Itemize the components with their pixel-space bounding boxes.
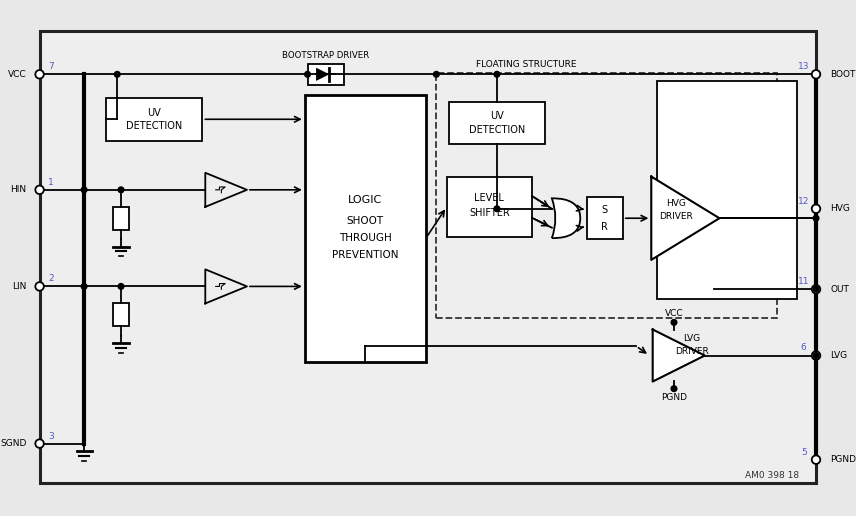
- Text: HIN: HIN: [10, 185, 27, 195]
- Text: LVG: LVG: [683, 334, 700, 343]
- Text: 12: 12: [798, 197, 810, 206]
- Bar: [106, 98, 203, 140]
- Circle shape: [433, 72, 439, 77]
- Circle shape: [811, 351, 820, 360]
- Circle shape: [118, 284, 124, 289]
- Text: 5: 5: [801, 447, 806, 457]
- Circle shape: [305, 72, 311, 77]
- Bar: [437, 73, 777, 318]
- Bar: [114, 207, 128, 230]
- Text: HVG: HVG: [666, 199, 686, 207]
- Text: PGND: PGND: [661, 393, 687, 401]
- Text: LOGIC: LOGIC: [348, 195, 383, 205]
- Bar: [305, 95, 426, 362]
- Text: VCC: VCC: [8, 70, 27, 79]
- Text: LIN: LIN: [12, 282, 27, 291]
- Text: PGND: PGND: [830, 455, 856, 464]
- Circle shape: [494, 206, 500, 212]
- Circle shape: [35, 186, 44, 194]
- Text: 1: 1: [48, 178, 54, 187]
- Circle shape: [811, 285, 820, 294]
- Text: LEVEL: LEVEL: [474, 194, 504, 203]
- Text: 3: 3: [48, 431, 54, 441]
- Text: THROUGH: THROUGH: [339, 233, 392, 243]
- Circle shape: [671, 319, 677, 325]
- Text: 7: 7: [48, 62, 54, 71]
- Circle shape: [118, 187, 124, 192]
- Bar: [447, 176, 532, 237]
- Text: S: S: [602, 205, 608, 215]
- Text: 13: 13: [798, 62, 810, 71]
- Polygon shape: [652, 330, 704, 381]
- Text: VCC: VCC: [664, 310, 683, 318]
- Circle shape: [811, 70, 820, 78]
- Text: HVG: HVG: [830, 204, 850, 213]
- Text: LVG: LVG: [830, 351, 847, 360]
- Circle shape: [813, 286, 819, 292]
- Text: FLOATING STRUCTURE: FLOATING STRUCTURE: [476, 60, 577, 69]
- Circle shape: [81, 284, 87, 289]
- Circle shape: [671, 386, 677, 392]
- Circle shape: [35, 439, 44, 448]
- Text: BOOT: BOOT: [830, 70, 856, 79]
- Text: UV: UV: [147, 108, 161, 118]
- Circle shape: [35, 282, 44, 291]
- Bar: [657, 81, 797, 299]
- Text: AM0 398 18: AM0 398 18: [745, 471, 799, 480]
- Circle shape: [811, 456, 820, 464]
- PathPatch shape: [552, 198, 580, 238]
- Text: PREVENTION: PREVENTION: [332, 250, 399, 260]
- Circle shape: [35, 70, 44, 78]
- Text: SGND: SGND: [0, 439, 27, 448]
- Circle shape: [494, 72, 500, 77]
- Text: R: R: [602, 222, 609, 232]
- Text: DETECTION: DETECTION: [126, 121, 182, 131]
- Text: DETECTION: DETECTION: [469, 125, 525, 135]
- Bar: [307, 64, 343, 85]
- Circle shape: [81, 187, 87, 192]
- Circle shape: [811, 204, 820, 213]
- Text: 6: 6: [801, 344, 806, 352]
- Circle shape: [813, 353, 819, 359]
- Circle shape: [813, 215, 819, 221]
- Bar: [114, 303, 128, 326]
- Text: SHIFTER: SHIFTER: [469, 208, 509, 218]
- Text: DRIVER: DRIVER: [659, 212, 693, 221]
- Text: DRIVER: DRIVER: [675, 347, 709, 356]
- Circle shape: [115, 72, 120, 77]
- Polygon shape: [651, 176, 719, 260]
- Text: UV: UV: [490, 111, 504, 121]
- Text: 11: 11: [798, 277, 810, 286]
- Bar: [587, 198, 623, 239]
- Polygon shape: [316, 68, 330, 81]
- Bar: [449, 102, 545, 144]
- Text: SHOOT: SHOOT: [347, 216, 383, 226]
- Text: 2: 2: [48, 275, 54, 283]
- Text: OUT: OUT: [830, 285, 849, 294]
- Text: BOOTSTRAP DRIVER: BOOTSTRAP DRIVER: [282, 51, 369, 60]
